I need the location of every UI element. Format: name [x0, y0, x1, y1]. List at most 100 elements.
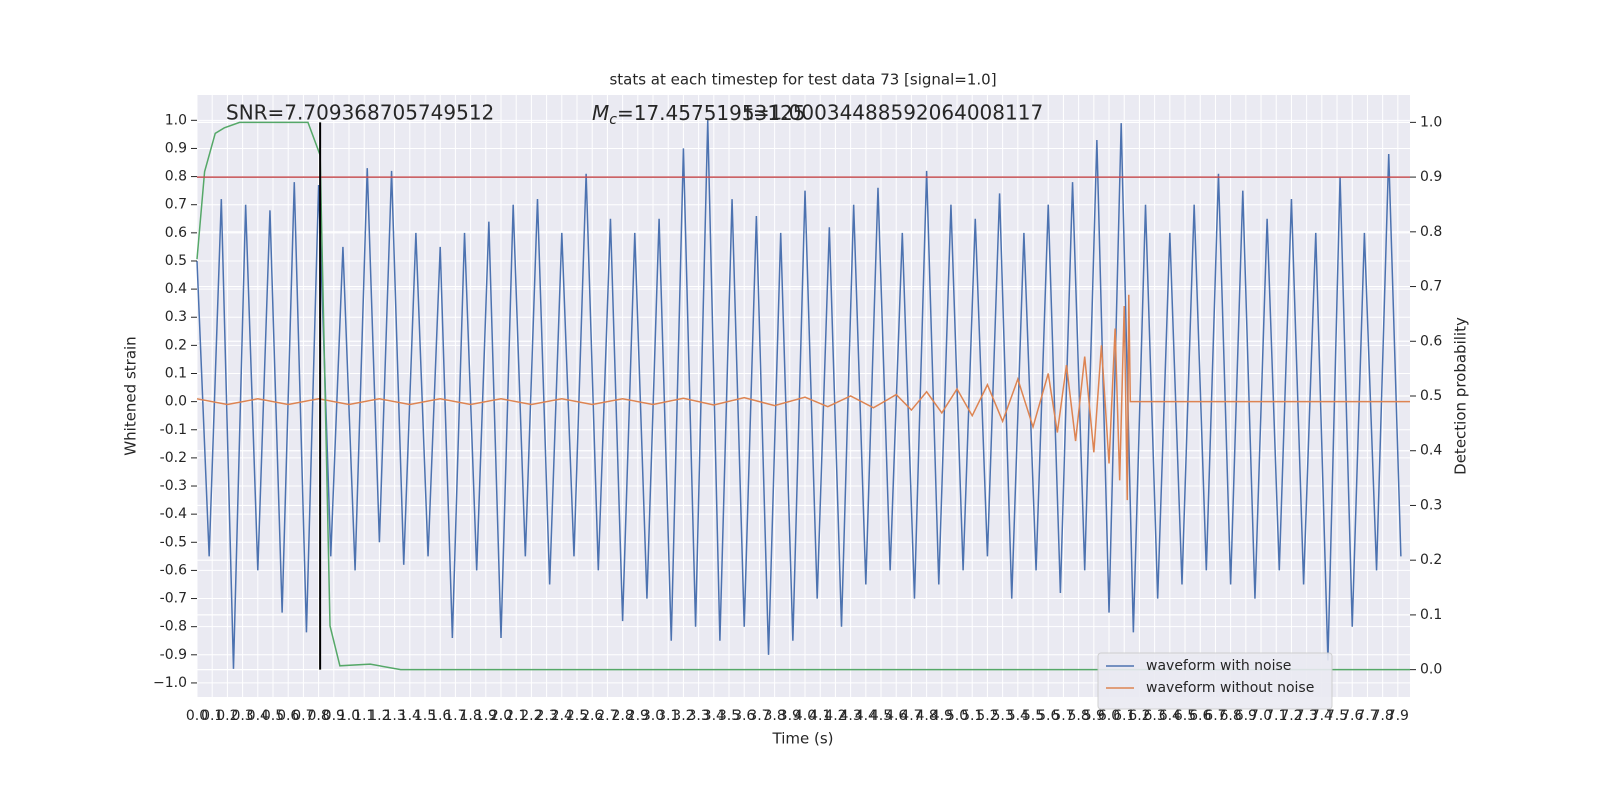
x-tick-label: 3.7	[748, 708, 770, 724]
y-tick-label: 0.9	[165, 140, 187, 156]
x-tick-label: 6.0	[1098, 708, 1120, 724]
x-tick-label: 4.7	[900, 708, 922, 724]
y-tick-label: 0.7	[165, 197, 187, 213]
x-tick-label: 4.5	[870, 708, 892, 724]
x-tick-label: 0.2	[216, 708, 238, 724]
plot-content	[196, 120, 1410, 671]
x-tick-label: 2.9	[627, 708, 649, 724]
x-tick-label: 5.3	[991, 708, 1013, 724]
x-tick-label: 1.2	[368, 708, 390, 724]
annotation-text: =17.45751953125	[617, 101, 806, 125]
chart-title: stats at each timestep for test data 73 …	[609, 71, 996, 89]
x-tick-label: 3.0	[642, 708, 664, 724]
x-tick-label: 6.7	[1204, 708, 1226, 724]
x-tick-label: 1.7	[444, 708, 466, 724]
x-tick-label: 3.1	[657, 708, 679, 724]
x-tick-label: 6.5	[1174, 708, 1196, 724]
y-axis-label: Whitened strain	[122, 336, 140, 455]
y-tick-label: 0.4	[165, 281, 187, 297]
x-tick-label: 0.3	[231, 708, 253, 724]
x-tick-label: 1.3	[383, 708, 405, 724]
x-tick-label: 3.2	[672, 708, 694, 724]
y2-tick-label: 0.7	[1420, 279, 1442, 295]
y2-tick-label: 0.3	[1420, 497, 1442, 513]
x-tick-label: 5.4	[1007, 708, 1029, 724]
x-tick-label: 3.3	[687, 708, 709, 724]
x-tick-label: 2.6	[581, 708, 603, 724]
x-tick-label: 2.7	[596, 708, 618, 724]
x-tick-label: 7.3	[1296, 708, 1318, 724]
x-tick-label: 6.1	[1113, 708, 1135, 724]
x-tick-label: 0.9	[323, 708, 345, 724]
y2-tick-label: 0.2	[1420, 552, 1442, 568]
annotation: t=1.00034488592064008117	[745, 101, 1043, 125]
x-axis-label: Time (s)	[772, 730, 834, 748]
y2-tick-label: 0.1	[1420, 607, 1442, 623]
y-tick-label: 0.1	[165, 365, 187, 381]
x-tick-label: 0.0	[186, 708, 208, 724]
y-tick-label: 0.5	[165, 253, 187, 269]
y-tick-label: −1.0	[153, 675, 187, 691]
x-tick-label: 6.4	[1159, 708, 1181, 724]
x-tick-label: 7.8	[1372, 708, 1394, 724]
y-tick-label: -0.3	[160, 478, 187, 494]
x-tick-label: 6.3	[1143, 708, 1165, 724]
x-tick-label: 3.8	[763, 708, 785, 724]
x-tick-label: 1.4	[399, 708, 421, 724]
y2-tick-label: 0.0	[1420, 662, 1442, 678]
x-tick-label: 3.9	[779, 708, 801, 724]
y2-tick-label: 0.4	[1420, 443, 1442, 459]
x-tick-label: 0.1	[201, 708, 223, 724]
x-tick-label: 4.6	[885, 708, 907, 724]
x-tick-label: 7.0	[1250, 708, 1272, 724]
x-tick-label: 0.8	[307, 708, 329, 724]
x-tick-label: 5.1	[961, 708, 983, 724]
x-tick-label: 0.6	[277, 708, 299, 724]
x-tick-label: 0.4	[247, 708, 269, 724]
y-tick-label: -0.5	[160, 534, 187, 550]
y-tick-label: 0.6	[165, 225, 187, 241]
y2-tick-label: 0.9	[1420, 169, 1442, 185]
y-tick-label: 0.2	[165, 337, 187, 353]
y-tick-label: -0.4	[160, 506, 187, 522]
y-tick-label: -0.6	[160, 562, 187, 578]
x-tick-label: 4.4	[855, 708, 877, 724]
x-tick-label: 7.4	[1311, 708, 1333, 724]
x-tick-label: 2.4	[551, 708, 573, 724]
y-tick-label: 1.0	[165, 112, 187, 128]
y2-tick-label: 0.6	[1420, 333, 1442, 349]
x-tick-label: 4.3	[839, 708, 861, 724]
series-line	[196, 294, 1410, 501]
legend: waveform with noise waveform without nois…	[1097, 652, 1333, 710]
x-tick-label: 1.8	[459, 708, 481, 724]
x-tick-label: 7.1	[1265, 708, 1287, 724]
x-tick-label: 2.2	[520, 708, 542, 724]
x-tick-label: 1.6	[429, 708, 451, 724]
x-tick-label: 6.2	[1128, 708, 1150, 724]
x-tick-label: 2.5	[566, 708, 588, 724]
y2-axis-label: Detection probability	[1452, 317, 1470, 475]
y-tick-label: -0.2	[160, 450, 187, 466]
x-tick-label: 5.9	[1083, 708, 1105, 724]
x-tick-label: 4.8	[915, 708, 937, 724]
y-tick-label: -0.9	[160, 647, 187, 663]
y-tick-label: 0.0	[165, 394, 187, 410]
x-tick-label: 4.2	[824, 708, 846, 724]
x-tick-label: 1.9	[475, 708, 497, 724]
x-tick-label: 5.7	[1052, 708, 1074, 724]
x-tick-label: 2.8	[611, 708, 633, 724]
annotation: SNR=7.709368705749512	[226, 101, 494, 125]
x-tick-label: 1.0	[338, 708, 360, 724]
x-tick-label: 6.6	[1189, 708, 1211, 724]
x-tick-label: 7.2	[1280, 708, 1302, 724]
y-tick-label: -0.8	[160, 619, 187, 635]
x-tick-label: 6.9	[1235, 708, 1257, 724]
x-tick-label: 7.9	[1387, 708, 1409, 724]
x-tick-label: 0.5	[262, 708, 284, 724]
x-tick-label: 5.0	[946, 708, 968, 724]
y-tick-label: -0.1	[160, 422, 187, 438]
x-tick-label: 1.1	[353, 708, 375, 724]
x-tick-label: 7.7	[1356, 708, 1378, 724]
annotation-subscript: c	[609, 112, 617, 128]
x-tick-label: 4.1	[809, 708, 831, 724]
